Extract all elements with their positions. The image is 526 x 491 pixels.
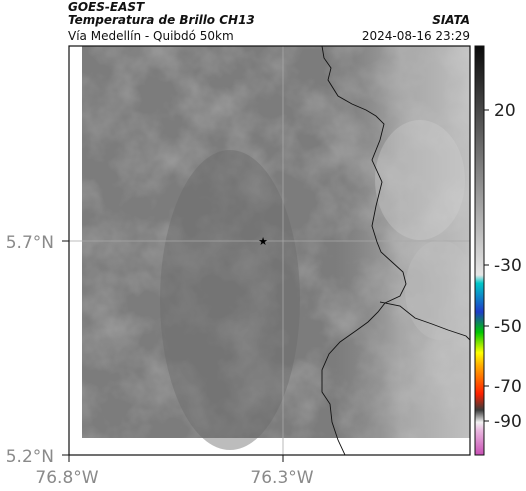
star-marker-icon: ★ (258, 235, 268, 248)
colorbar-tick-label: -70 (494, 377, 522, 397)
x-tick-label: 76.3°W (250, 468, 313, 488)
satellite-name: GOES-EAST (68, 0, 145, 14)
product-title: Temperatura de Brillo CH13 (68, 13, 255, 27)
colorbar: 20 -30 -50 -70 -90 (474, 45, 522, 456)
datetime-label: 2024-08-16 23:29 (361, 29, 470, 43)
agency-label: SIATA (432, 13, 470, 27)
colorbar-tick-label: -30 (494, 256, 522, 276)
colorbar-tick-label: -50 (494, 317, 522, 337)
y-tick-label: 5.7°N (6, 233, 54, 253)
map-frame (68, 45, 471, 456)
x-tick-label: 76.8°W (35, 468, 98, 488)
y-tick-label: 5.2°N (6, 447, 54, 467)
region-subtitle: Vía Medellín - Quibdó 50km (68, 29, 234, 43)
satellite-image (69, 46, 470, 455)
colorbar-tick-label: 20 (494, 101, 516, 121)
department-boundary (321, 46, 470, 455)
colorbar-tick-label: -90 (494, 412, 522, 432)
